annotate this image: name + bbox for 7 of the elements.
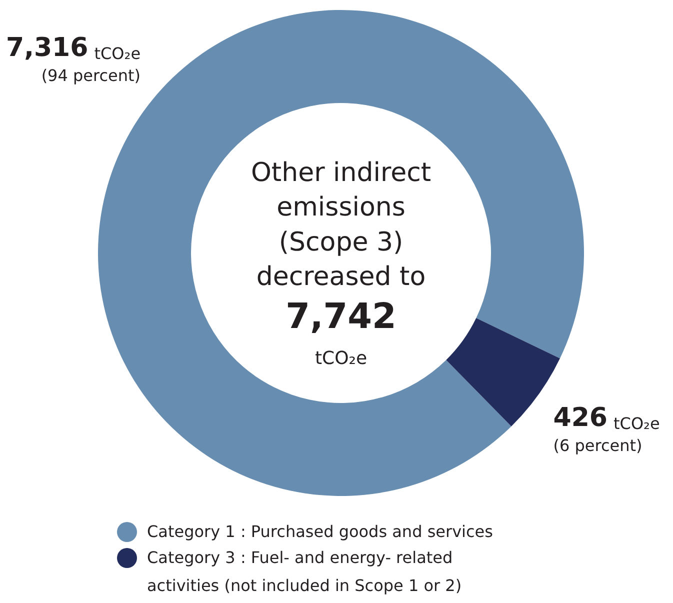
legend-label: Category 1 : Purchased goods and services [147, 522, 493, 541]
data-label: 426 tCO₂e (6 percent) [553, 402, 660, 455]
data-label: 7,316 tCO₂e (94 percent) [6, 33, 141, 86]
text: Other indirect emissions (Scope 3) decreased to [250, 158, 432, 292]
text: tCO₂e [314, 348, 368, 370]
text: 7,742 [286, 297, 396, 338]
legend-label: Category 3 : Fuel- and energy- related activities (not included in Scope 1 or 2) [147, 548, 462, 595]
